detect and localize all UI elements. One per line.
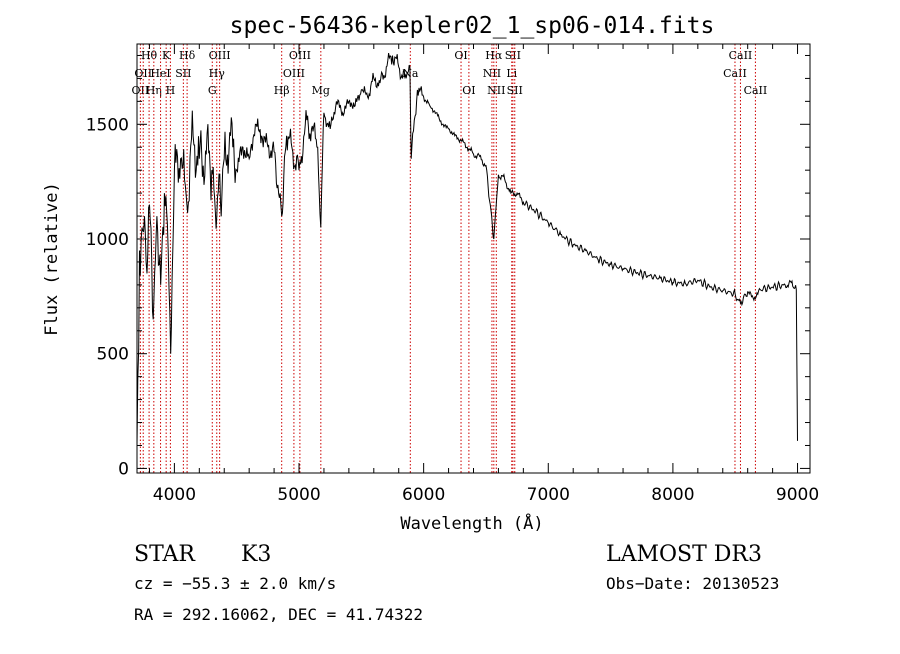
line-marker-label: OII xyxy=(134,67,152,80)
line-markers: OII OII Hθ Hη HeI K H SII Hδ G Hγ OIII Hβ OIII OIII Mg N… xyxy=(132,44,768,473)
line-marker-label: NII xyxy=(483,67,501,80)
y-tick-label: 0 xyxy=(118,459,129,479)
line-marker-label: H xyxy=(166,84,176,97)
sky-coordinates: RA = 292.16062, DEC = 41.74322 xyxy=(134,605,423,624)
line-marker-label: HeI xyxy=(150,67,170,80)
line-marker-label: SII xyxy=(175,67,191,80)
y-tick-label: 1000 xyxy=(86,230,129,250)
x-axis-label: Wavelength (Å) xyxy=(400,512,543,534)
line-marker-label: NII xyxy=(487,84,505,97)
x-tick-label: 8000 xyxy=(651,485,694,505)
y-axis-label: Flux (relative) xyxy=(42,182,62,336)
chart-title: spec-56436-kepler02_1_sp06-014.fits xyxy=(230,13,715,39)
line-marker-label: Hθ xyxy=(141,49,158,62)
line-marker-label: OII xyxy=(132,84,150,97)
line-marker-label: K xyxy=(162,49,171,62)
object-class: STAR xyxy=(134,542,196,567)
line-marker-label: OIII xyxy=(289,49,311,62)
observation-date: Obs−Date: 20130523 xyxy=(606,574,779,593)
axis-ticks: 4000 5000 6000 7000 8000 9000 0 500 1000 1500 xyxy=(86,44,819,505)
x-tick-label: 7000 xyxy=(527,485,570,505)
line-marker-label: OI xyxy=(462,84,475,97)
line-marker-label: CaII xyxy=(729,49,753,62)
survey-name: LAMOST DR3 xyxy=(606,542,762,567)
line-marker-label: Hη xyxy=(146,84,162,97)
series-layer xyxy=(136,53,798,446)
object-subclass: K3 xyxy=(241,542,271,567)
x-tick-label: 6000 xyxy=(402,485,445,505)
line-marker-label: SII xyxy=(505,49,521,62)
spectrum-series-line xyxy=(136,53,798,446)
x-tick-label: 4000 xyxy=(153,485,196,505)
redshift-velocity: cz = −55.3 ± 2.0 km/s xyxy=(134,574,336,593)
y-tick-label: 1500 xyxy=(86,115,129,135)
line-marker-label: G xyxy=(208,84,217,97)
y-tick-label: 500 xyxy=(97,345,129,365)
line-marker-label: Hγ xyxy=(209,67,226,80)
line-marker-label: Hβ xyxy=(274,84,290,97)
line-marker-label: OI xyxy=(454,49,467,62)
line-marker-label: Mg xyxy=(312,84,330,97)
x-tick-label: 5000 xyxy=(277,485,320,505)
line-marker-label: Hα xyxy=(485,49,503,62)
plot-frame xyxy=(136,43,811,474)
line-marker-label: Hδ xyxy=(179,49,196,62)
line-marker-label: SII xyxy=(507,84,523,97)
x-tick-label: 9000 xyxy=(776,485,819,505)
line-marker-label: OIII xyxy=(209,49,231,62)
line-marker-label: CaII xyxy=(723,67,747,80)
line-marker-label: CaII xyxy=(744,84,768,97)
line-marker-label: Li xyxy=(506,67,517,80)
line-marker-label: OIII xyxy=(283,67,305,80)
